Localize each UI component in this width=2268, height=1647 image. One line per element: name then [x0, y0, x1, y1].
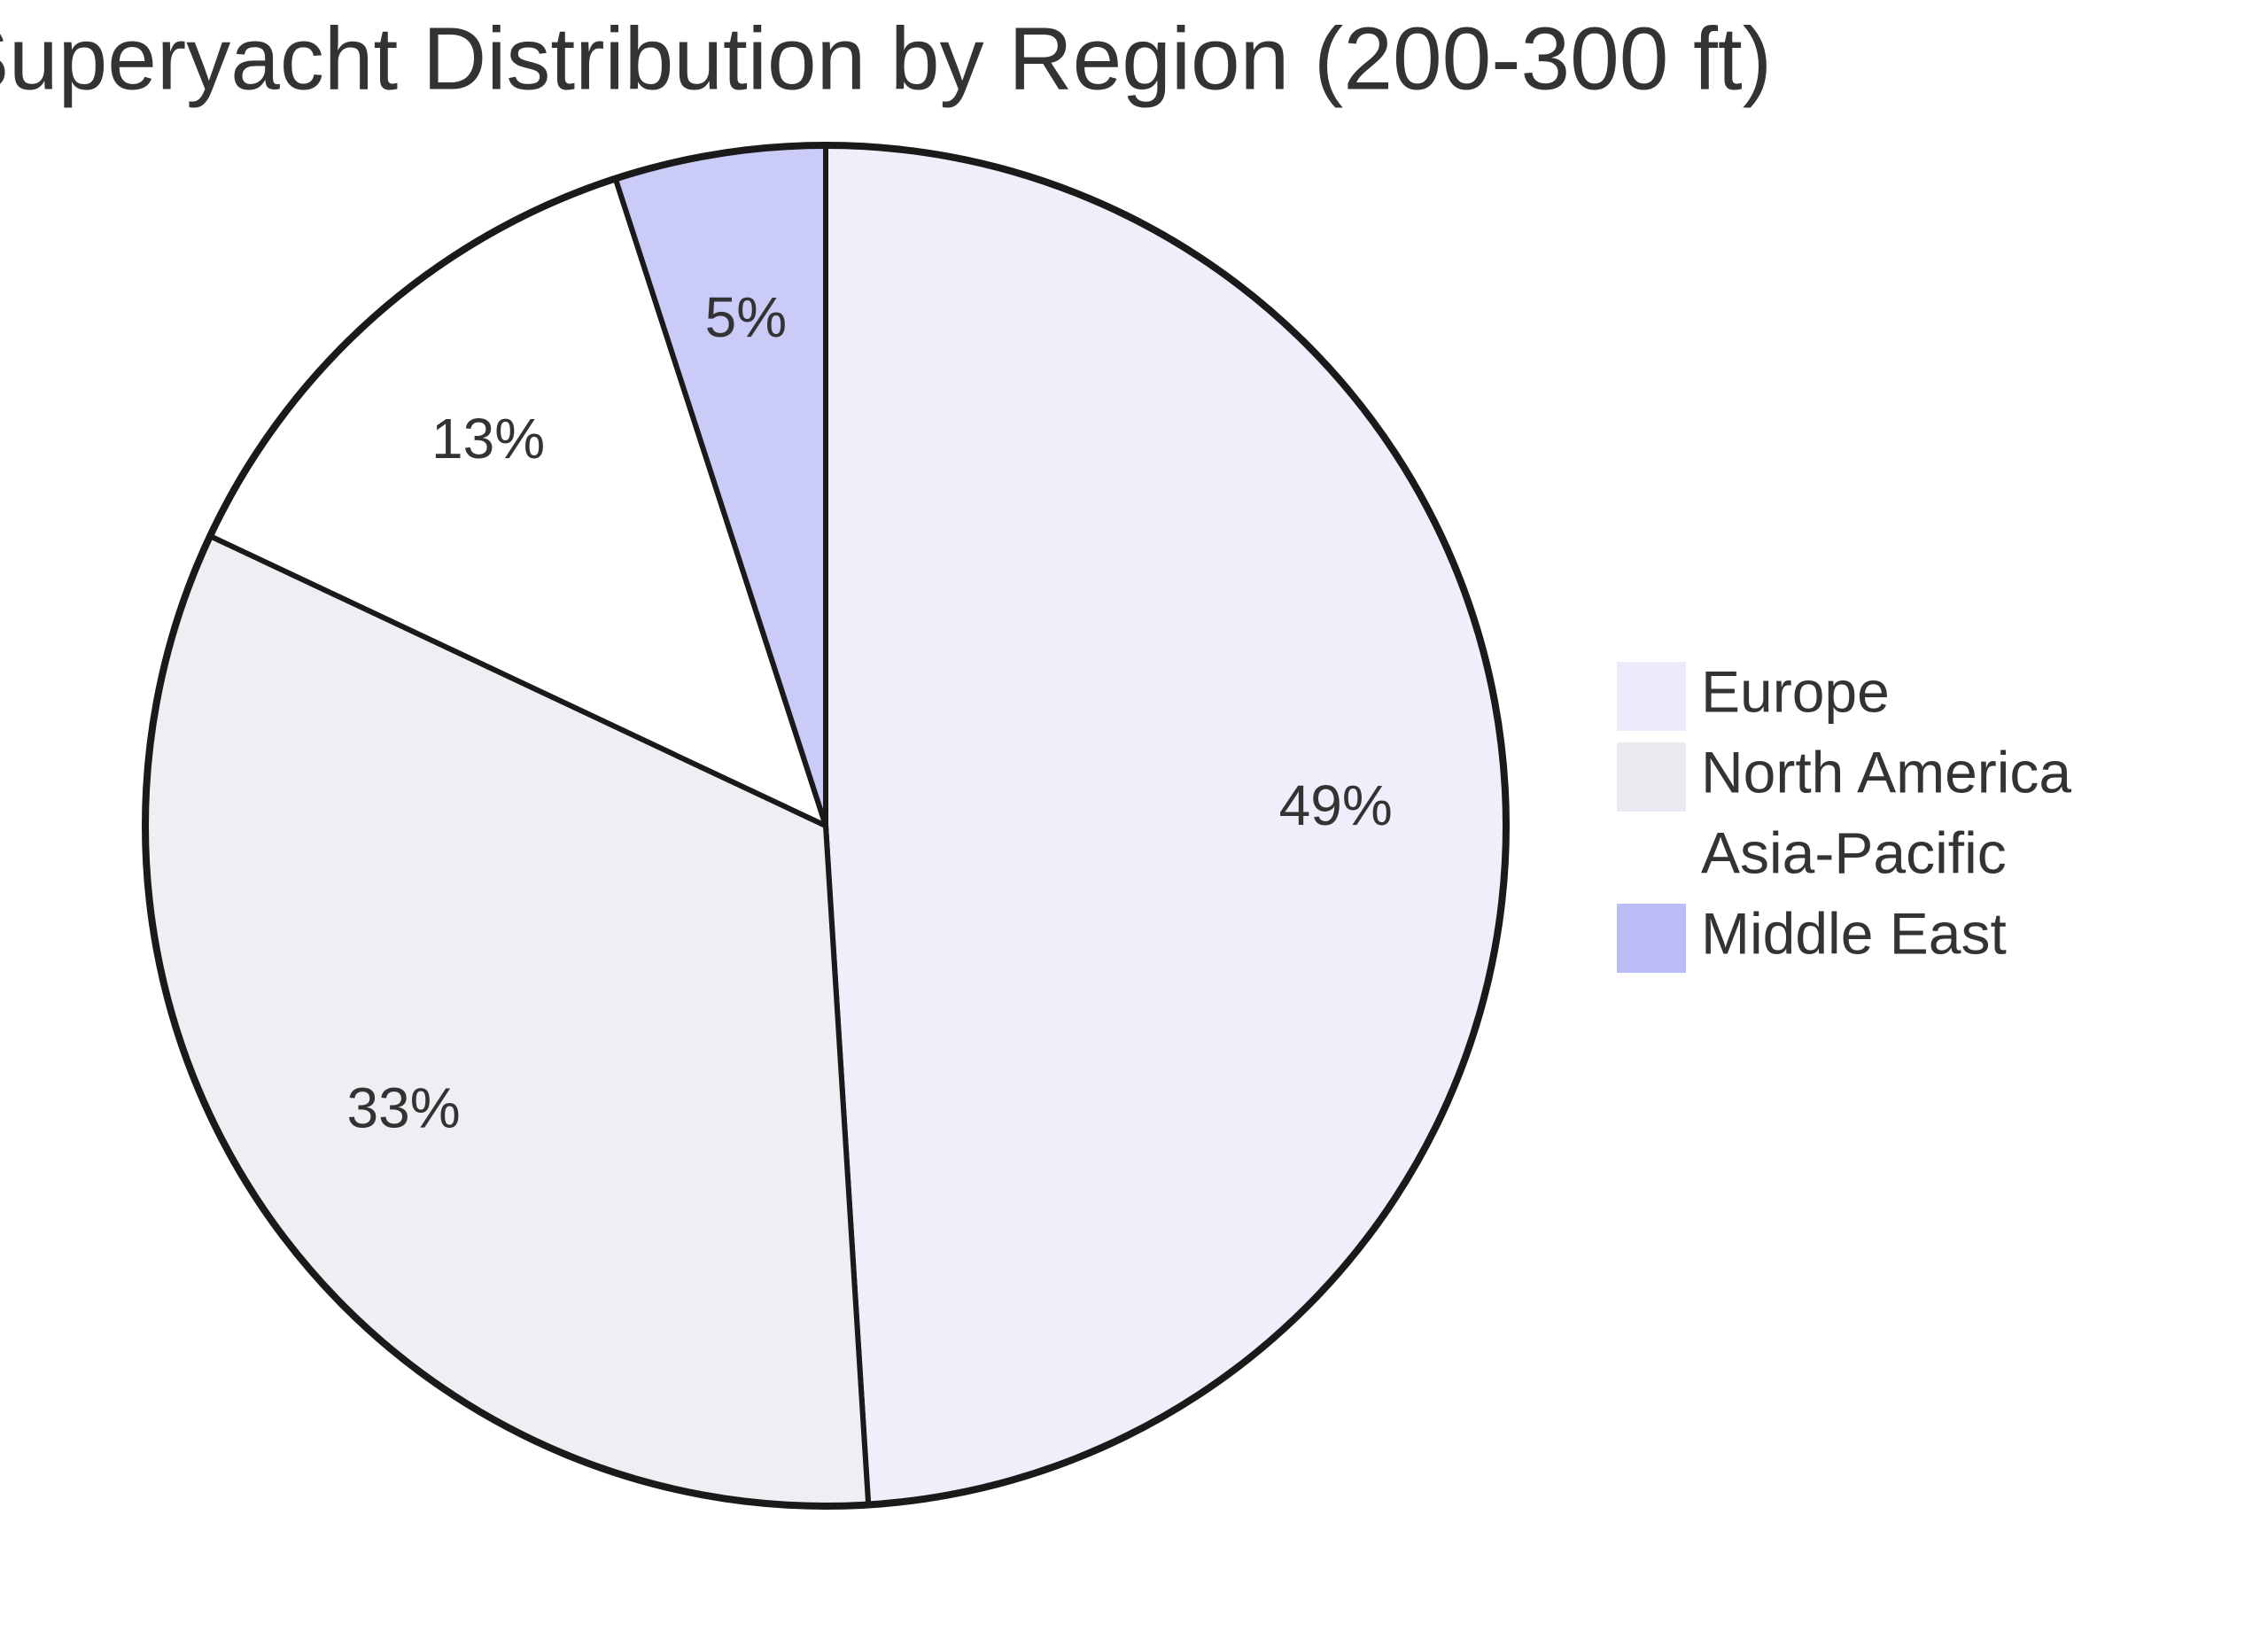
legend-label: Europe	[1701, 658, 1890, 724]
legend-swatch	[1617, 742, 1686, 812]
slice-label: 33%	[347, 1076, 461, 1140]
slice-label: 5%	[705, 285, 788, 349]
legend-label: Asia-Pacific	[1701, 820, 2007, 885]
slice-label: 13%	[431, 407, 545, 470]
legend: Europe North America Asia-Pacific Middle Ea…	[1617, 658, 2071, 973]
pie	[142, 142, 1510, 1510]
pie-outline	[142, 142, 1510, 1510]
slice-labels: 49% 33% 13% 5%	[347, 285, 1393, 1140]
pie-slice	[823, 143, 1509, 1508]
legend-swatch	[1617, 904, 1686, 973]
legend-label: Middle East	[1701, 900, 2007, 966]
slice-label: 49%	[1279, 773, 1393, 837]
legend-swatch	[1617, 662, 1686, 731]
chart-title: Superyacht Distribution by Region (200-3…	[0, 9, 1772, 108]
legend-label: North America	[1701, 739, 2071, 804]
legend-swatch	[1617, 823, 1686, 892]
